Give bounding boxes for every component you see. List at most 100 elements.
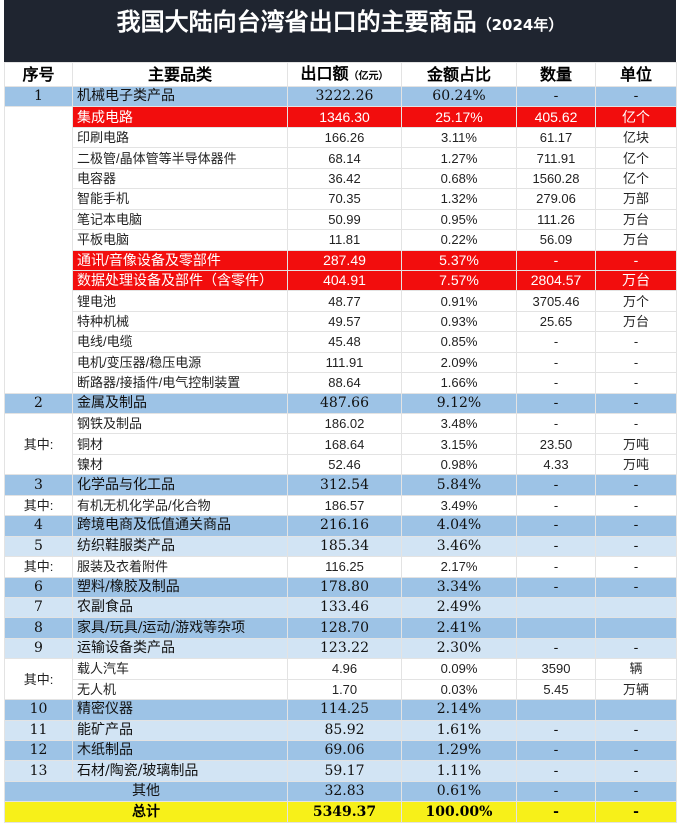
row-qty: - [516,760,596,782]
row-unit: - [595,85,677,108]
row-unit: - [595,249,677,271]
row-value: 114.25 [287,699,402,721]
row-share: 0.98% [401,453,517,476]
table-row: 5 纺织鞋服类产品 185.34 3.46% - - [4,535,677,558]
row-share: 2.09% [401,351,517,374]
table-row: 数据处理设备及部件（含零件） 404.91 7.57% 2804.57 万台 [5,269,677,292]
row-name: 农副食品 [72,596,288,619]
table-header-row: 序号 主要品类 出口额（亿元） 金额占比 数量 单位 [4,62,677,87]
table-row: 其中: 集成电路 1346.30 25.17% 405.62 亿个 [4,106,677,394]
export-table: 序号 主要品类 出口额（亿元） 金额占比 数量 单位 1 机械电子类产品 3222.… [4,62,677,823]
row-share: 0.85% [401,331,517,353]
row-unit: 万吨 [595,453,677,476]
row-share: 0.22% [401,229,517,251]
row-share: 0.61% [401,780,517,803]
group-label: 其中: [4,658,73,701]
row-unit: - [595,351,677,374]
row-value: 186.02 [287,412,402,435]
row-share: 5.84% [401,474,517,496]
row-unit: - [595,801,677,823]
row-share: 3.34% [401,576,517,598]
header-value: 出口额（亿元） [287,62,402,87]
row-name: 镍材 [72,453,288,476]
row-seq: 11 [4,719,73,742]
header-share: 金额占比 [401,62,517,87]
page-title: 我国大陆向台湾省出口的主要商品 [116,8,477,36]
row-name: 载人汽车 [72,658,288,680]
row-value: 178.80 [287,576,402,598]
row-qty: - [516,515,596,537]
row-value: 168.64 [287,433,402,455]
table-row: 其中: 钢铁及制品 186.02 3.48% - - [4,412,677,476]
row-qty [516,699,596,721]
header-unit: 单位 [595,62,677,87]
row-share: 60.24% [401,85,517,108]
row-value: 48.77 [287,290,402,312]
row-name: 精密仪器 [72,699,288,721]
table-row: 二极管/晶体管等半导体器件 68.14 1.27% 711.91 亿个 [5,147,677,169]
row-qty: - [516,494,596,517]
row-unit: - [595,494,677,517]
row-share: 1.29% [401,739,517,762]
table-row: 平板电脑 11.81 0.22% 56.09 万台 [5,229,677,251]
row-seq: 7 [4,596,73,619]
row-seq: 9 [4,637,73,660]
row-value: 312.54 [287,474,402,496]
row-share: 1.11% [401,760,517,782]
row-share: 1.27% [401,147,517,169]
row-qty: 111.26 [516,208,596,231]
row-qty: - [516,351,596,374]
row-seq: 5 [4,535,73,558]
row-unit [595,699,677,721]
header-value-label: 出口额 [300,63,349,83]
row-unit: - [595,412,677,435]
row-value: 186.57 [287,494,402,517]
row-seq: 12 [4,739,73,762]
row-value: 69.06 [287,739,402,762]
row-value: 116.25 [287,556,402,578]
row-name: 服装及衣着附件 [72,556,288,578]
row-share: 2.17% [401,556,517,578]
row-qty: 25.65 [516,310,596,333]
row-share: 3.48% [401,412,517,435]
row-value: 52.46 [287,453,402,476]
row-unit: 亿块 [595,126,677,149]
row-share: 0.03% [401,678,517,701]
table-row: 3 化学品与化工品 312.54 5.84% - - [4,474,677,496]
row-qty: - [516,412,596,435]
row-share: 0.93% [401,310,517,333]
table-row: 电线/电缆 45.48 0.85% - - [5,331,677,353]
table-row: 通讯/音像设备及零部件 287.49 5.37% - - [5,249,677,271]
row-value: 4.96 [287,658,402,680]
row-name: 断路器/接插件/电气控制装置 [72,372,288,394]
row-qty: 61.17 [516,126,596,149]
row-value: 287.49 [287,249,402,271]
table-row: 锂电池 48.77 0.91% 3705.46 万个 [5,290,677,312]
group-label: 其中: [4,412,73,476]
row-share: 1.61% [401,719,517,742]
row-unit: - [595,556,677,578]
row-name: 锂电池 [72,290,288,312]
table-row: 12 木纸制品 69.06 1.29% - - [4,739,677,762]
row-unit: - [595,760,677,782]
table-row: 9 运输设备类产品 123.22 2.30% - - [4,637,677,660]
row-name: 特种机械 [72,310,288,333]
row-value: 404.91 [287,269,402,292]
row-name: 塑料/橡胶及制品 [72,576,288,598]
row-qty: 2804.57 [516,269,596,292]
row-unit [595,596,677,619]
row-unit: - [595,637,677,660]
row-qty: - [516,637,596,660]
row-share: 0.91% [401,290,517,312]
row-qty: 405.62 [516,106,596,128]
row-unit: - [595,392,677,415]
row-share: 100.00% [401,801,517,823]
row-unit: - [595,780,677,803]
table-row: 铜材 168.64 3.15% 23.50 万吨 [5,433,677,455]
row-share: 0.95% [401,208,517,231]
row-unit: - [595,331,677,353]
row-name: 金属及制品 [72,392,288,415]
table-row: 10 精密仪器 114.25 2.14% [4,699,677,721]
row-share: 3.46% [401,535,517,558]
row-name: 纺织鞋服类产品 [72,535,288,558]
